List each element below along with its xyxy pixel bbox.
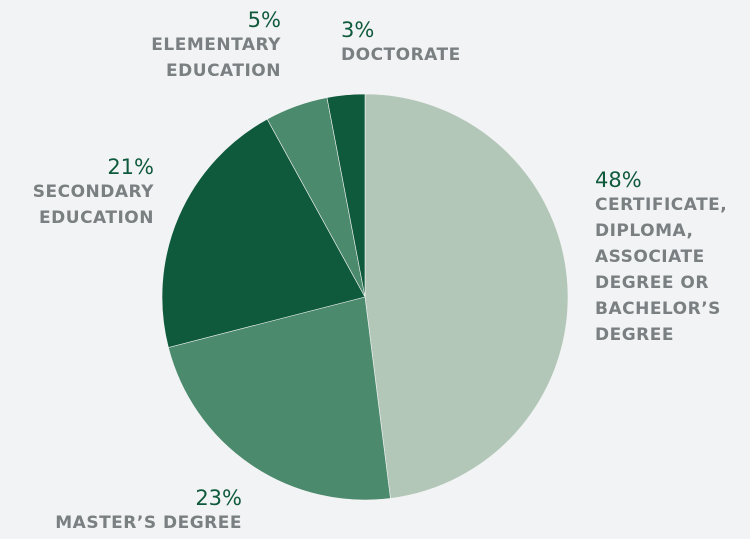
label-secondary-percent: 21% — [107, 155, 154, 179]
label-elementary-line: EDUCATION — [166, 61, 281, 81]
label-certificate-line: DEGREE OR — [595, 273, 709, 293]
label-certificate: 48% CERTIFICATE, DIPLOMA, ASSOCIATE DEGR… — [595, 168, 727, 348]
slice-doctorate — [326, 93, 366, 298]
slice-secondary — [161, 118, 366, 348]
label-masters-line: MASTER’S DEGREE — [55, 513, 242, 533]
label-certificate-line: ASSOCIATE — [595, 247, 705, 267]
label-certificate-line: DIPLOMA, — [595, 221, 694, 241]
label-masters-percent: 23% — [195, 486, 242, 510]
label-elementary-percent: 5% — [247, 8, 281, 32]
slice-masters — [168, 296, 391, 501]
label-doctorate: 3% DOCTORATE — [341, 18, 461, 68]
label-secondary-line: SECONDARY — [32, 182, 154, 202]
label-certificate-line: BACHELOR’S — [595, 299, 721, 319]
label-secondary: 21% SECONDARY EDUCATION — [33, 155, 154, 231]
label-elementary: 5% ELEMENTARY EDUCATION — [151, 8, 281, 84]
label-certificate-line: DEGREE — [595, 325, 674, 345]
label-doctorate-percent: 3% — [341, 18, 375, 42]
label-certificate-percent: 48% — [595, 168, 642, 192]
label-certificate-line: CERTIFICATE, — [595, 195, 728, 215]
label-elementary-line: ELEMENTARY — [151, 35, 281, 55]
slice-certificate — [364, 93, 569, 499]
label-doctorate-line: DOCTORATE — [341, 45, 461, 65]
label-secondary-line: EDUCATION — [39, 208, 154, 228]
label-masters: 23% MASTER’S DEGREE — [55, 486, 242, 536]
